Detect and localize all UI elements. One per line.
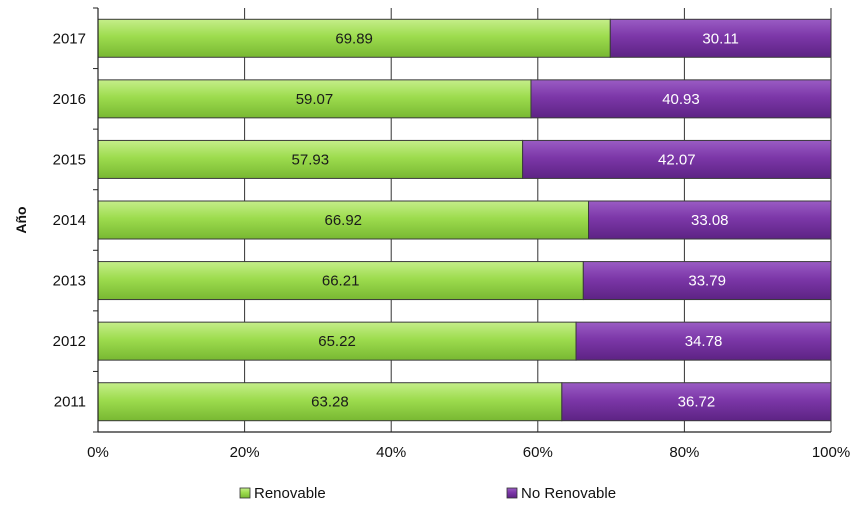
y-tick-label: 2017 bbox=[53, 30, 86, 47]
data-label: 66.92 bbox=[324, 212, 362, 229]
data-label: 57.93 bbox=[292, 151, 330, 168]
legend-label: Renovable bbox=[254, 485, 326, 502]
data-label: 33.79 bbox=[688, 273, 726, 290]
x-tick-label: 60% bbox=[523, 444, 553, 461]
axes bbox=[93, 7, 831, 433]
bar-segment bbox=[97, 321, 577, 361]
data-label: 34.78 bbox=[685, 333, 723, 350]
data-label: 33.08 bbox=[691, 212, 729, 229]
bar-segment bbox=[530, 79, 832, 119]
bar-segment bbox=[582, 261, 832, 301]
legend: Renovable No Renovable bbox=[239, 485, 616, 502]
bar-segment bbox=[97, 18, 611, 58]
data-label: 66.21 bbox=[322, 273, 360, 290]
x-tick-label: 40% bbox=[376, 444, 406, 461]
data-label: 42.07 bbox=[658, 151, 696, 168]
data-label: 65.22 bbox=[318, 333, 356, 350]
labels: 0% 20% 40% 60% 80% 100% 2017 69.89 30.11 2016 59.0… bbox=[13, 30, 850, 461]
data-label: 69.89 bbox=[335, 30, 373, 47]
bar-segment bbox=[588, 200, 832, 240]
bars bbox=[97, 18, 832, 422]
data-label: 40.93 bbox=[662, 91, 700, 108]
x-tick-label: 80% bbox=[669, 444, 699, 461]
y-tick-label: 2015 bbox=[53, 151, 86, 168]
x-tick-label: 0% bbox=[87, 444, 109, 461]
y-tick-label: 2013 bbox=[53, 273, 86, 290]
legend-swatch bbox=[239, 487, 251, 499]
bar-segment bbox=[609, 18, 832, 58]
data-label: 59.07 bbox=[296, 91, 334, 108]
data-label: 36.72 bbox=[678, 394, 716, 411]
y-tick-label: 2012 bbox=[53, 333, 86, 350]
bar-segment bbox=[575, 321, 832, 361]
bar-segment bbox=[97, 382, 563, 422]
bar-segment bbox=[97, 139, 524, 179]
y-tick-label: 2016 bbox=[53, 91, 86, 108]
data-label: 63.28 bbox=[311, 394, 349, 411]
y-tick-label: 2014 bbox=[53, 212, 86, 229]
bar-segment bbox=[522, 139, 832, 179]
y-axis-label: Año bbox=[13, 206, 29, 233]
bar-segment bbox=[561, 382, 832, 422]
data-label: 30.11 bbox=[702, 30, 738, 47]
bar-segment bbox=[97, 261, 584, 301]
legend-label: No Renovable bbox=[521, 485, 616, 502]
x-tick-label: 20% bbox=[230, 444, 260, 461]
legend-swatch bbox=[506, 487, 518, 499]
x-tick-label: 100% bbox=[812, 444, 850, 461]
bar-segment bbox=[97, 200, 590, 240]
y-tick-label: 2011 bbox=[54, 394, 86, 411]
